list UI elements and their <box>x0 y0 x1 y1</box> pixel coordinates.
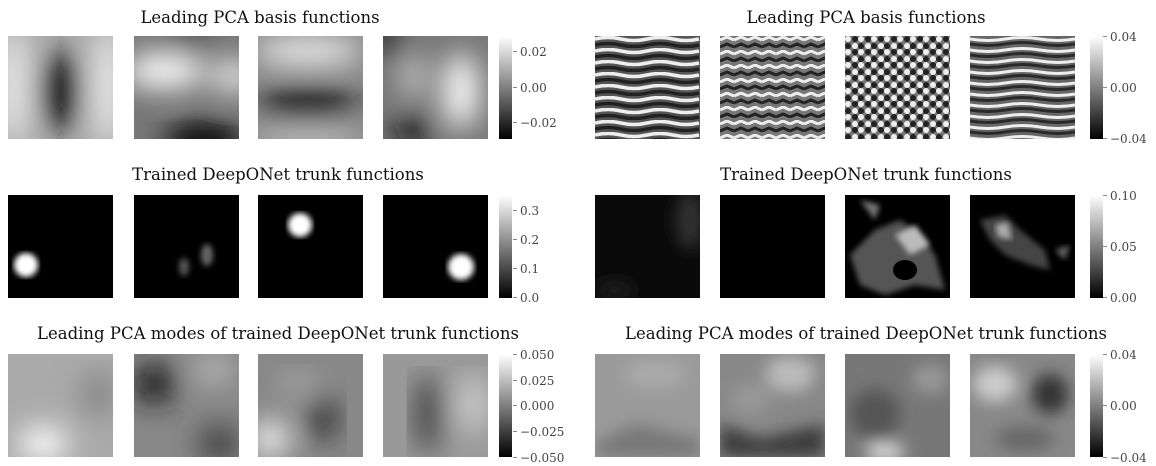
colorbar-tick: 0.025 <box>512 374 555 388</box>
colorbar <box>499 354 512 457</box>
heatmap-image <box>845 36 950 139</box>
heatmap-image <box>258 195 363 298</box>
colorbar-tick: −0.025 <box>512 425 565 439</box>
heatmap-image <box>134 354 239 457</box>
colorbar-tick: 0.000 <box>512 399 555 413</box>
heatmap-image <box>595 36 700 139</box>
heatmap-image <box>845 195 950 298</box>
colorbar <box>499 36 512 139</box>
panel-title: Leading PCA modes of trained DeepONet tr… <box>625 324 1107 343</box>
colorbar <box>1090 195 1103 298</box>
colorbar-tick: 0.1 <box>512 262 540 276</box>
heatmap-image <box>720 354 825 457</box>
heatmap-image <box>595 354 700 457</box>
colorbar-tick: 0.00 <box>1103 81 1137 95</box>
heatmap-image <box>720 195 825 298</box>
colorbar-tick: −0.04 <box>1103 451 1147 465</box>
colorbar-tick: 0.04 <box>1103 348 1137 362</box>
colorbar-tick: 0.050 <box>512 348 555 362</box>
heatmap-image <box>8 195 113 298</box>
panel-title: Trained DeepONet trunk functions <box>132 165 424 184</box>
panel-title: Leading PCA basis functions <box>140 8 380 27</box>
colorbar-tick: −0.02 <box>513 116 557 130</box>
colorbar-tick: 0.3 <box>512 204 540 218</box>
panel-title: Leading PCA basis functions <box>746 8 986 27</box>
heatmap-image <box>8 36 113 139</box>
colorbar-tick: 0.10 <box>1103 189 1137 203</box>
colorbar-tick: 0.00 <box>1103 399 1137 413</box>
heatmap-image <box>970 36 1075 139</box>
heatmap-image <box>258 36 363 139</box>
heatmap-image <box>970 195 1075 298</box>
colorbar-tick: 0.2 <box>512 233 540 247</box>
colorbar-tick: 0.02 <box>513 45 547 59</box>
colorbar <box>1090 36 1103 139</box>
colorbar-tick: −0.04 <box>1103 132 1147 146</box>
colorbar <box>1090 354 1103 457</box>
heatmap-image <box>258 354 363 457</box>
heatmap-image <box>970 354 1075 457</box>
heatmap-image <box>595 195 700 298</box>
heatmap-image <box>383 36 488 139</box>
heatmap-image <box>134 195 239 298</box>
colorbar-tick: 0.04 <box>1103 30 1137 44</box>
heatmap-image <box>8 354 113 457</box>
colorbar-tick: −0.050 <box>512 451 565 465</box>
heatmap-image <box>383 195 488 298</box>
heatmap-image <box>845 354 950 457</box>
colorbar-tick: 0.05 <box>1103 240 1137 254</box>
heatmap-image <box>720 36 825 139</box>
colorbar <box>499 195 512 298</box>
panel-title: Leading PCA modes of trained DeepONet tr… <box>37 324 519 343</box>
colorbar-tick: 0.00 <box>1103 291 1137 305</box>
colorbar-tick: 0.0 <box>512 291 540 305</box>
colorbar-tick: 0.00 <box>513 81 547 95</box>
panel-title: Trained DeepONet trunk functions <box>720 165 1012 184</box>
heatmap-image <box>134 36 239 139</box>
heatmap-image <box>383 354 488 457</box>
